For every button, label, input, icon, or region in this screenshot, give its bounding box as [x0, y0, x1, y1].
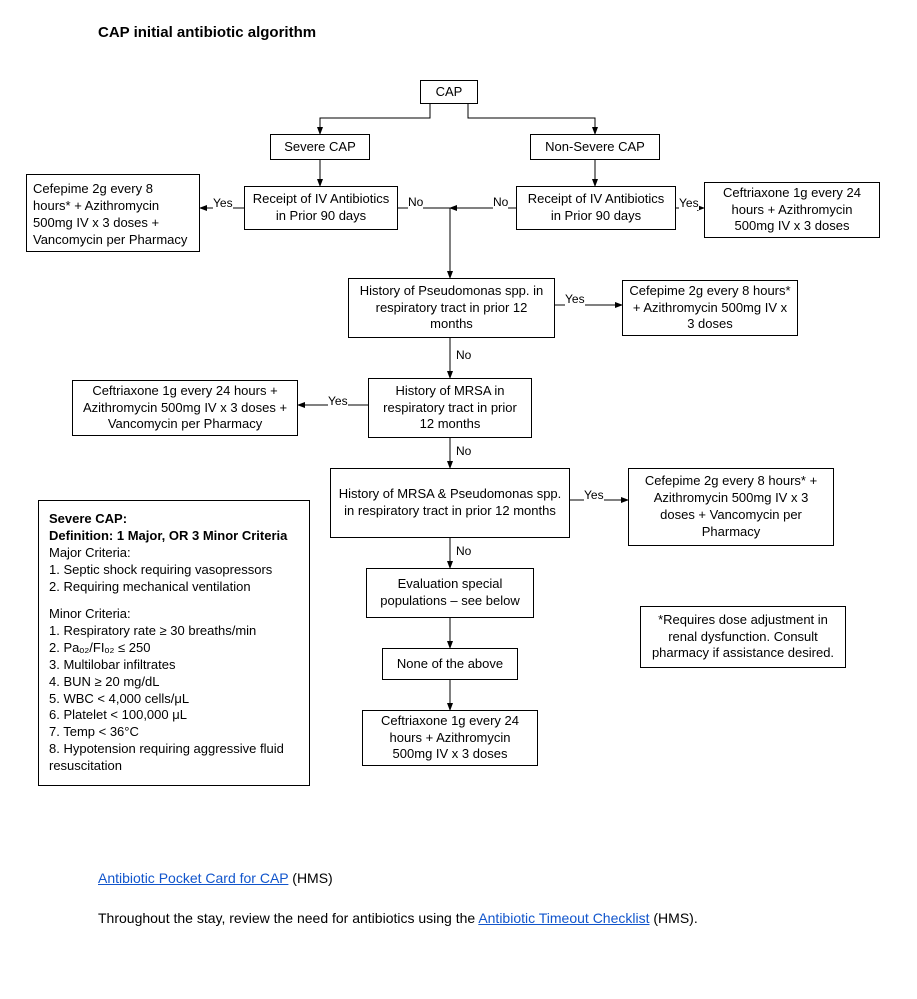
node-both: History of MRSA & Pseudomonas spp. in re… [330, 468, 570, 538]
criteria-minor6: 6. Platelet < 100,000 μL [49, 707, 187, 724]
link-pocket-card[interactable]: Antibiotic Pocket Card for CAP [98, 870, 288, 886]
node-receipt-nonsevere: Receipt of IV Antibiotics in Prior 90 da… [516, 186, 676, 230]
page-title: CAP initial antibiotic algorithm [98, 24, 316, 41]
label-yes: Yes [679, 196, 699, 210]
label-yes: Yes [213, 196, 233, 210]
label-no: No [456, 348, 471, 362]
criteria-minor7: 7. Temp < 36°C [49, 724, 139, 741]
node-tx-both: Cefepime 2g every 8 hours* + Azithromyci… [628, 468, 834, 546]
criteria-def: Definition: 1 Major, OR 3 Minor Criteria [49, 528, 287, 545]
criteria-minor1: 1. Respiratory rate ≥ 30 breaths/min [49, 623, 256, 640]
node-tx-mrsa: Ceftriaxone 1g every 24 hours + Azithrom… [72, 380, 298, 436]
node-none: None of the above [382, 648, 518, 680]
label-yes: Yes [565, 292, 585, 306]
node-severe: Severe CAP [270, 134, 370, 160]
footer-line2-post: (HMS). [650, 910, 698, 926]
node-tx-pseudo: Cefepime 2g every 8 hours* + Azithromyci… [622, 280, 798, 336]
node-receipt-severe: Receipt of IV Antibiotics in Prior 90 da… [244, 186, 398, 230]
node-footnote: *Requires dose adjustment in renal dysfu… [640, 606, 846, 668]
criteria-minor5: 5. WBC < 4,000 cells/μL [49, 691, 189, 708]
criteria-minor8: 8. Hypotension requiring aggressive flui… [49, 741, 299, 775]
link-timeout-checklist[interactable]: Antibiotic Timeout Checklist [478, 910, 649, 926]
node-tx-nonsevere-yes: Ceftriaxone 1g every 24 hours + Azithrom… [704, 182, 880, 238]
label-no: No [456, 444, 471, 458]
criteria-major-h: Major Criteria: [49, 545, 131, 562]
node-cap: CAP [420, 80, 478, 104]
criteria-major2: 2. Requiring mechanical ventilation [49, 579, 251, 596]
node-mrsa: History of MRSA in respiratory tract in … [368, 378, 532, 438]
footer-line2-pre: Throughout the stay, review the need for… [98, 910, 478, 926]
criteria-minor3: 3. Multilobar infiltrates [49, 657, 175, 674]
criteria-header: Severe CAP: [49, 511, 127, 528]
criteria-major1: 1. Septic shock requiring vasopressors [49, 562, 272, 579]
label-yes: Yes [584, 488, 604, 502]
criteria-minor2: 2. Paₒ₂/FIₒ₂ ≤ 250 [49, 640, 150, 657]
footer-line1: Antibiotic Pocket Card for CAP (HMS) [98, 870, 333, 886]
node-tx-none: Ceftriaxone 1g every 24 hours + Azithrom… [362, 710, 538, 766]
label-no: No [493, 195, 508, 209]
node-nonsevere: Non-Severe CAP [530, 134, 660, 160]
criteria-minor4: 4. BUN ≥ 20 mg/dL [49, 674, 159, 691]
criteria-minor-h: Minor Criteria: [49, 606, 131, 623]
node-pseudo: History of Pseudomonas spp. in respirato… [348, 278, 555, 338]
label-no: No [408, 195, 423, 209]
node-tx-severe-yes: Cefepime 2g every 8 hours* + Azithromyci… [26, 174, 200, 252]
label-yes: Yes [328, 394, 348, 408]
node-special: Evaluation special populations – see bel… [366, 568, 534, 618]
footer-link1-suffix: (HMS) [288, 870, 332, 886]
criteria-box: Severe CAP: Definition: 1 Major, OR 3 Mi… [38, 500, 310, 786]
label-no: No [456, 544, 471, 558]
footer-line2: Throughout the stay, review the need for… [98, 910, 798, 926]
